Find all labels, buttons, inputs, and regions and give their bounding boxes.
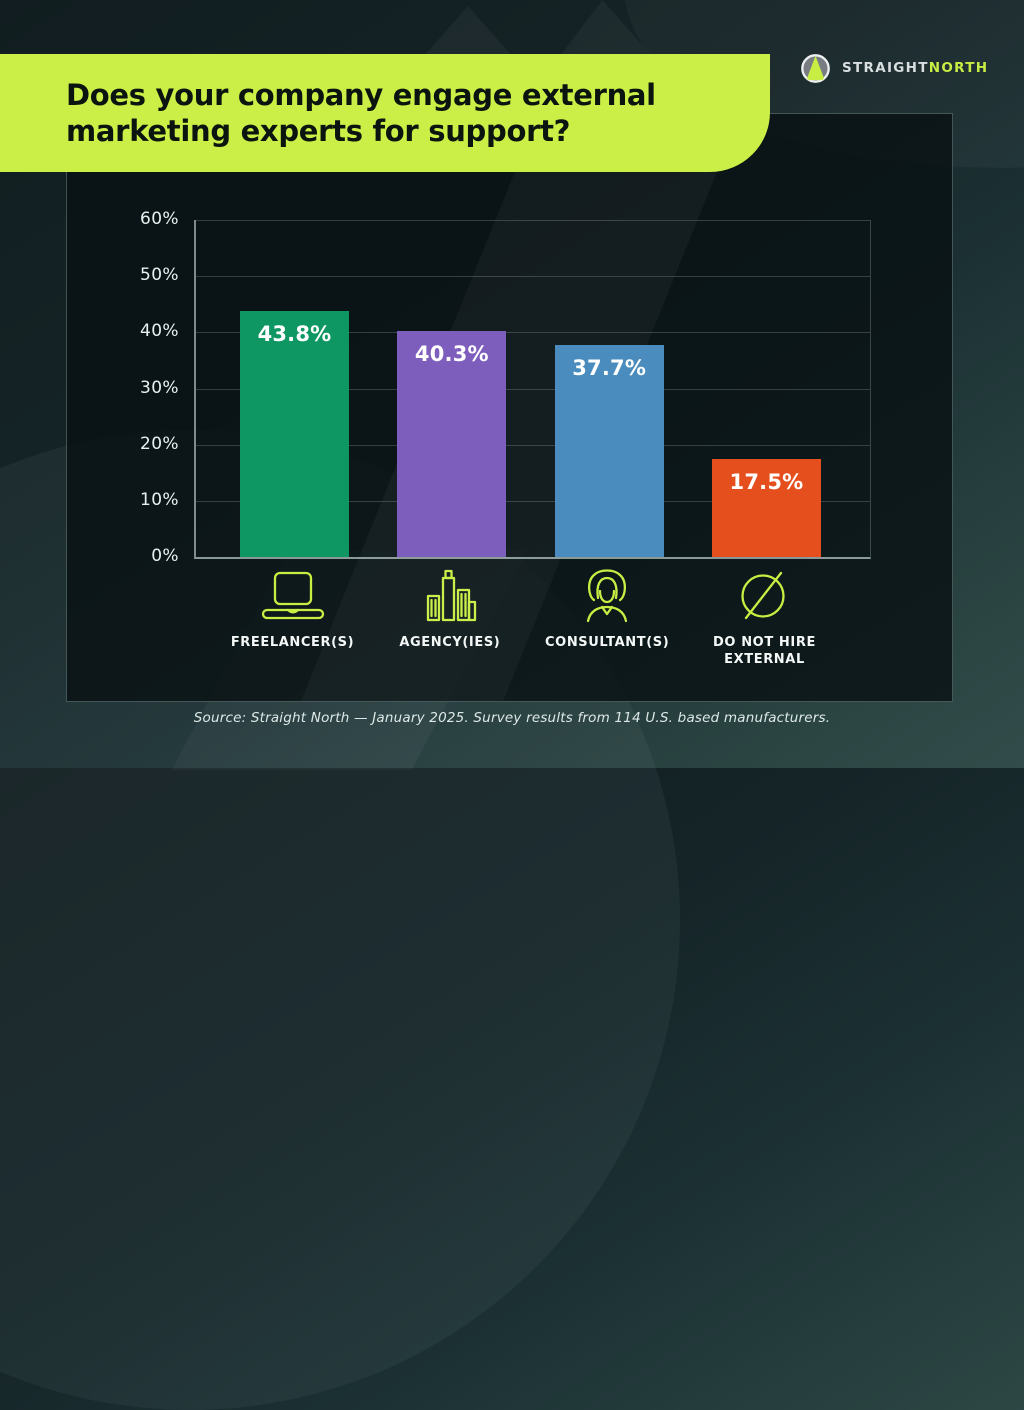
category-label-do-not-hire-external: DO NOT HIRE EXTERNAL <box>713 635 816 668</box>
title-banner: Does your company engage external market… <box>0 54 770 172</box>
y-axis-tick-label: 20% <box>140 433 179 454</box>
bar-agency-ies: 40.3% <box>397 330 507 557</box>
chart-panel: 43.8% 40.3% 37.7% 17.5% 60% 50% 40% 30% 20% 10% 0… <box>66 113 953 702</box>
gridline <box>196 444 870 446</box>
y-axis-tick-label: 0% <box>151 546 179 566</box>
y-axis-tick-label: 40% <box>140 321 179 342</box>
bar-value-label: 40.3% <box>414 341 489 366</box>
bar-do-not-hire-external: 17.5% <box>711 458 821 557</box>
brand-wordmark: STRAIGHTNORTH <box>842 60 988 76</box>
category-icon-agency-ies <box>390 566 510 626</box>
y-axis-tick-label: 10% <box>140 489 179 510</box>
bar-value-label: 43.8% <box>257 322 332 346</box>
page-title: Does your company engage external market… <box>66 78 770 150</box>
y-axis-tick-label: 50% <box>140 265 179 286</box>
watermark-triangle <box>424 6 512 56</box>
y-axis-tick-label: 30% <box>140 377 179 398</box>
gridline <box>196 500 870 502</box>
category-label-consultant-s: CONSULTANT(S) <box>545 635 670 650</box>
no-symbol-icon <box>741 571 786 620</box>
category-icon-freelancer-s <box>233 566 353 626</box>
gridline <box>196 220 870 221</box>
page-title-line1: Does your company engage external <box>66 78 656 112</box>
bar-consultant-s: 37.7% <box>554 345 664 557</box>
bar-value-label: 17.5% <box>729 469 804 494</box>
gridline <box>196 276 870 278</box>
gridline <box>196 332 870 334</box>
y-axis-tick-label: 60% <box>140 209 179 229</box>
brand-logo: STRAIGHTNORTH <box>800 52 988 84</box>
straight-north-logo-icon <box>801 53 830 83</box>
bar-value-label: 37.7% <box>572 356 647 381</box>
category-icon-do-not-hire-external <box>704 566 824 626</box>
bar-freelancer-s: 43.8% <box>240 311 349 557</box>
category-label-agency-ies: AGENCY(IES) <box>399 635 501 650</box>
brand-straight: STRAIGHT <box>842 60 929 76</box>
brand-north: NORTH <box>928 60 989 76</box>
source-note: Source: Straight North — January 2025. S… <box>193 710 831 726</box>
person-icon <box>587 569 628 623</box>
plot-area: 43.8% 40.3% 37.7% 17.5% <box>194 220 871 559</box>
category-label-freelancer-s: FREELANCER(S) <box>230 635 355 650</box>
buildings-icon <box>426 569 476 622</box>
page-title-line2: marketing experts for support? <box>66 113 571 148</box>
laptop-icon <box>261 571 324 620</box>
category-icon-consultant-s <box>547 566 667 626</box>
gridline <box>196 388 870 390</box>
